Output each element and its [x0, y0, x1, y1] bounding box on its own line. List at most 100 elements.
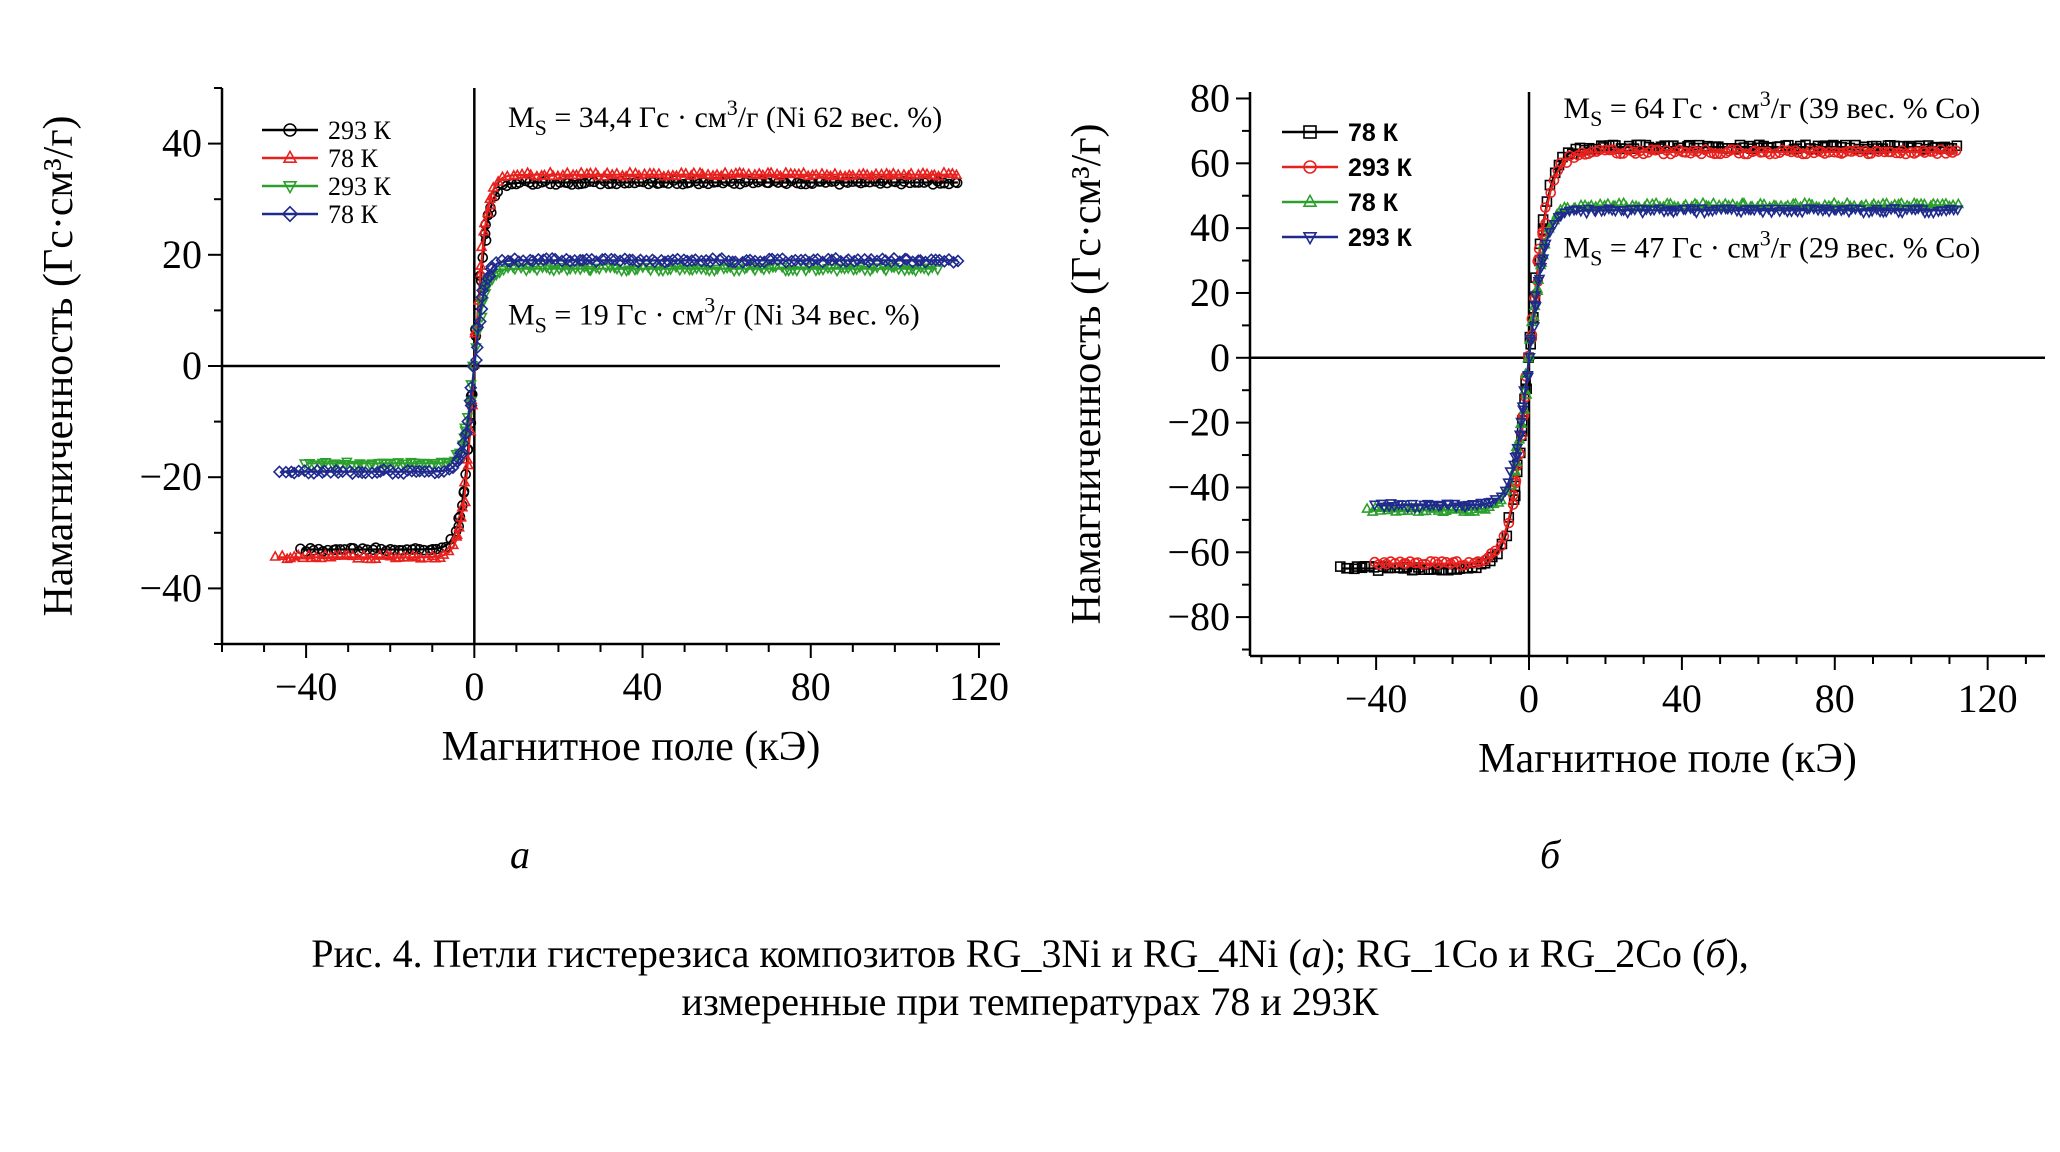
data-point	[950, 168, 963, 180]
annotation-part: S	[1590, 106, 1602, 131]
data-point	[1756, 207, 1769, 219]
data-point	[325, 550, 337, 562]
data-point	[1593, 144, 1605, 156]
data-point	[1518, 386, 1530, 397]
y-tick-label: 20	[162, 232, 202, 277]
data-point	[1917, 145, 1929, 156]
data-point	[1621, 208, 1634, 220]
data-point	[559, 252, 573, 266]
caption-part: а	[1301, 931, 1322, 976]
data-point	[1838, 147, 1849, 158]
x-tick-label: 120	[949, 664, 1009, 709]
data-point	[1825, 141, 1837, 152]
data-point	[875, 252, 889, 266]
data-point	[938, 177, 950, 189]
x-tick-label: −40	[275, 664, 338, 709]
data-point	[1764, 148, 1776, 160]
data-point	[1679, 198, 1692, 209]
annotation-part: 3	[727, 95, 738, 120]
data-point	[728, 178, 740, 189]
legend-marker	[282, 181, 298, 195]
data-point	[687, 166, 700, 178]
data-point	[1368, 500, 1381, 512]
annotation-part: 3	[1760, 225, 1771, 250]
y-tick-label: −20	[139, 454, 202, 499]
series-1	[269, 166, 963, 564]
data-point	[829, 167, 841, 178]
data-point	[478, 216, 491, 228]
data-point	[1807, 204, 1820, 216]
panel-label: б	[1540, 832, 1562, 877]
data-point	[1720, 147, 1732, 159]
data-point	[1658, 148, 1669, 160]
data-point	[696, 168, 709, 179]
data-point	[788, 253, 802, 267]
data-point	[455, 511, 468, 522]
data-point	[1927, 208, 1940, 220]
data-point	[292, 548, 305, 560]
data-point	[648, 255, 662, 269]
data-point	[355, 466, 369, 480]
caption-part: Рис. 4. Петли гистерезиса композитов RG_…	[311, 931, 1302, 976]
data-point	[1561, 157, 1572, 168]
data-point	[1504, 467, 1517, 478]
data-point	[458, 475, 471, 487]
data-point	[1680, 147, 1692, 158]
annotation-part: 3	[704, 292, 715, 317]
data-point	[685, 254, 699, 268]
panel-label: а	[510, 832, 530, 877]
data-point	[1688, 205, 1700, 217]
data-point	[548, 252, 562, 266]
data-point	[733, 266, 745, 277]
data-point	[924, 253, 938, 267]
data-point	[366, 459, 379, 470]
data-point	[756, 175, 767, 186]
data-point	[470, 340, 484, 354]
data-point	[1479, 554, 1491, 566]
data-point	[469, 353, 483, 367]
data-point	[1823, 207, 1835, 218]
x-tick-label: 40	[623, 664, 663, 709]
data-point	[1819, 204, 1832, 216]
data-point	[1555, 157, 1567, 169]
data-point	[477, 225, 490, 236]
data-point	[1690, 208, 1703, 219]
data-point	[929, 253, 943, 267]
data-point	[584, 265, 597, 277]
data-point	[481, 272, 495, 286]
data-point	[486, 189, 499, 201]
data-point	[501, 169, 514, 181]
data-point	[432, 465, 446, 479]
data-point	[1606, 205, 1619, 217]
data-point	[373, 464, 387, 478]
caption-part: б	[1705, 931, 1726, 976]
x-axis-label: Магнитное поле (кЭ)	[1478, 736, 1857, 782]
data-point	[911, 254, 925, 268]
data-point	[1495, 492, 1508, 504]
data-point	[707, 169, 719, 180]
data-point	[401, 463, 415, 477]
x-tick-label: 0	[1519, 676, 1539, 721]
data-point	[623, 177, 635, 189]
data-point	[292, 464, 306, 478]
data-point	[623, 253, 637, 267]
x-tick-label: −40	[1345, 676, 1408, 721]
data-point	[1638, 148, 1649, 160]
data-point	[418, 465, 432, 479]
data-point	[898, 252, 912, 266]
annotation: MS = 47 Гс · см3/г (29 вес. % Co)	[1563, 225, 1980, 270]
data-point	[413, 464, 427, 478]
data-point	[694, 166, 706, 178]
annotation-part: M	[1563, 92, 1590, 125]
legend-label: 293 К	[328, 116, 392, 145]
data-point	[742, 167, 755, 179]
data-point	[1918, 197, 1931, 209]
data-point	[284, 551, 297, 563]
annotation: MS = 34,4 Гс · см3/г (Ni 62 вес. %)	[508, 95, 942, 140]
data-point	[1498, 530, 1510, 542]
data-point	[1925, 146, 1936, 157]
y-tick-label: 0	[1210, 335, 1230, 380]
data-point	[624, 166, 636, 177]
data-point	[474, 259, 487, 270]
y-tick-label: 40	[1190, 205, 1230, 250]
